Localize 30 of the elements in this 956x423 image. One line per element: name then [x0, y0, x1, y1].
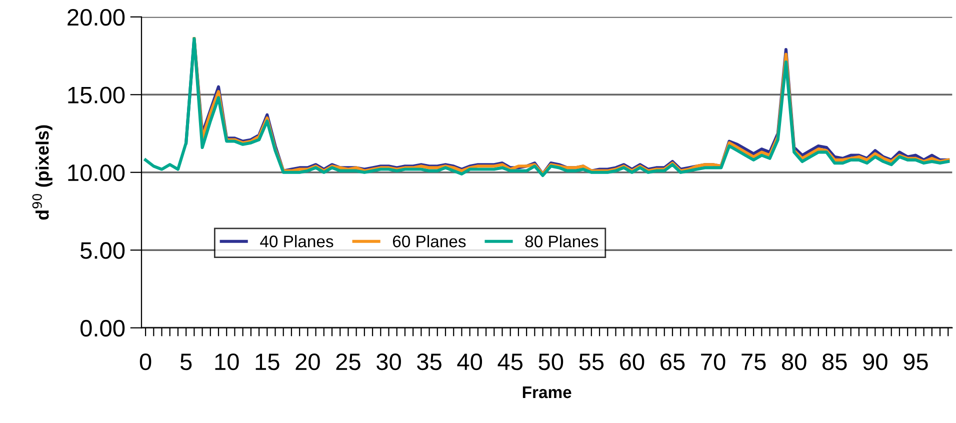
x-tick-label: 20	[296, 353, 320, 370]
x-tick-label: 30	[376, 353, 401, 370]
x-tick-label: 85	[822, 353, 847, 370]
x-tick-label: 55	[579, 354, 604, 370]
x-tick-label: 80	[782, 353, 806, 370]
x-tick-label: 75	[742, 354, 766, 370]
x-tick-label: 95	[904, 353, 928, 370]
x-tick-label: 15	[256, 354, 280, 370]
x-tick-label: 35	[417, 353, 442, 370]
y-axis-title: d$^{90}$ (pixels)	[32, 125, 52, 220]
x-tick-label: 65	[660, 353, 685, 370]
x-tick-label: 10	[215, 353, 239, 370]
y-tick-label: 5.00	[80, 242, 125, 259]
x-tick-label: 40	[457, 353, 482, 370]
x-tick-label: 5	[180, 354, 192, 370]
x-tick-label: 25	[336, 353, 360, 370]
y-tick-label: 15.00	[68, 86, 125, 104]
x-tick-label: 50	[538, 353, 564, 370]
y-tick-label: 0.00	[80, 320, 125, 337]
x-tick-label: 70	[701, 353, 726, 370]
x-tick-label: 90	[863, 353, 888, 370]
y-tick-label: 10.00	[68, 164, 125, 182]
legend-label: 40 Planes	[260, 235, 334, 248]
x-tick-label: 45	[498, 354, 522, 370]
x-tick-label: 0	[140, 353, 152, 370]
x-axis-title: Frame	[522, 386, 572, 398]
legend-label: 60 Planes	[392, 235, 466, 248]
legend-label: 80 Planes	[525, 235, 598, 248]
x-tick-label: 60	[620, 353, 644, 370]
y-tick-label: 20.00	[68, 8, 125, 26]
